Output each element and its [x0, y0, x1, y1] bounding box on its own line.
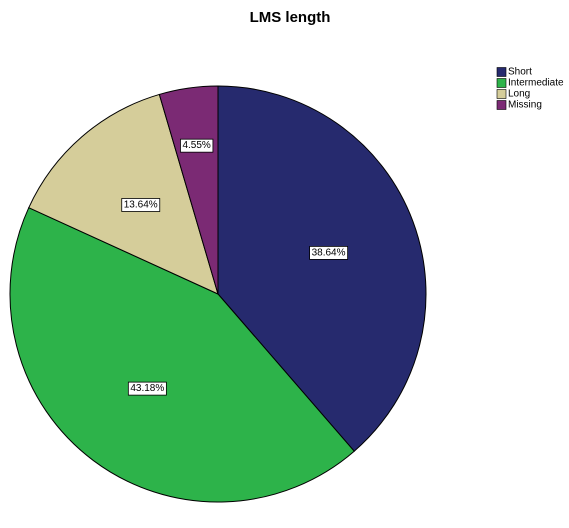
legend-swatch: [496, 67, 507, 77]
value-label: 38.64%: [312, 247, 346, 258]
pie-slice: [158, 85, 219, 295]
value-label: 43.18%: [130, 383, 164, 394]
value-label-box: [127, 381, 167, 396]
legend-swatch: [496, 100, 507, 110]
pie-slice: [9, 207, 355, 503]
chart-title: LMS length: [250, 9, 331, 26]
legend-label: Missing: [508, 100, 542, 111]
value-label: 4.55%: [182, 140, 210, 151]
legend-label: Short: [508, 67, 532, 78]
legend-label: Intermediate: [508, 78, 564, 89]
value-label-box: [309, 246, 349, 260]
value-label-box: [121, 198, 161, 212]
value-label-box: [180, 138, 214, 153]
legend-swatch: [496, 78, 507, 88]
value-label: 13.64%: [124, 199, 158, 210]
pie-slice: [28, 93, 219, 295]
pie-slice: [217, 85, 427, 452]
legend-label: Long: [508, 89, 530, 100]
legend-swatch: [496, 89, 507, 99]
